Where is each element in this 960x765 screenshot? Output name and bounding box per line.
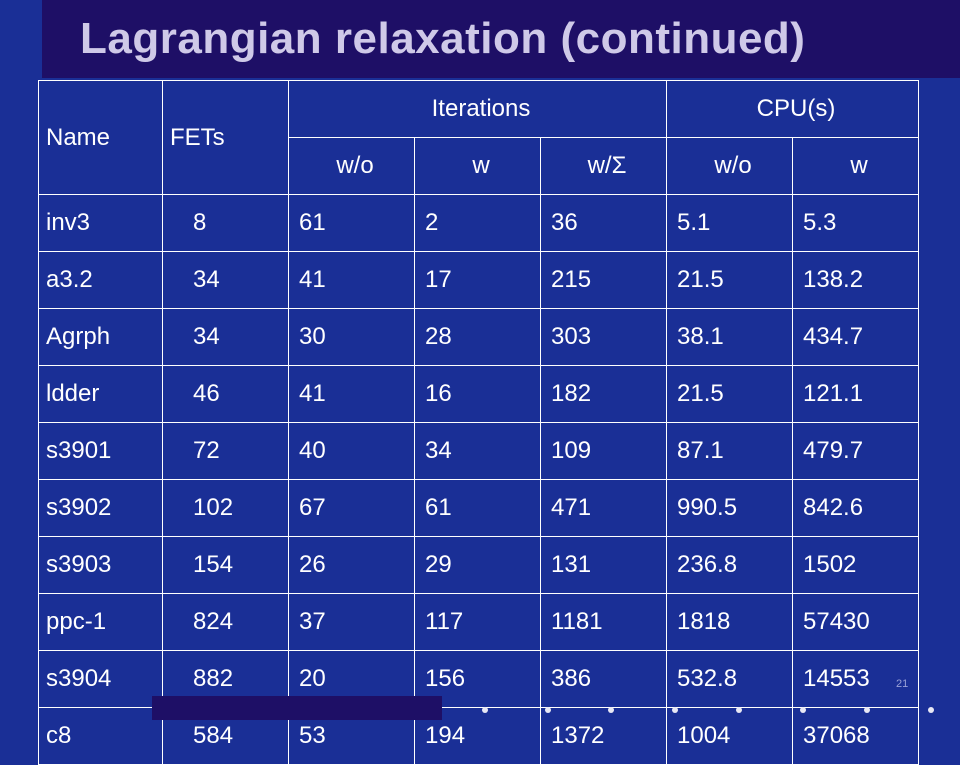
cell-name: ldder xyxy=(38,365,163,423)
cell-fets: 154 xyxy=(162,536,289,594)
table-row: inv3 8 61 2 36 5.1 5.3 xyxy=(38,194,919,252)
subheader-cpu-without: w/o xyxy=(666,137,793,195)
cell-cpu-with: 138.2 xyxy=(792,251,919,309)
cell-iterations-with-sigma: 1372 xyxy=(540,707,667,765)
cell-cpu-with: 842.6 xyxy=(792,479,919,537)
cell-iterations-with: 16 xyxy=(414,365,541,423)
subheader-iterations-without: w/o xyxy=(288,137,415,195)
cell-cpu-with: 1502 xyxy=(792,536,919,594)
cell-iterations-with-sigma: 131 xyxy=(540,536,667,594)
cell-name: ppc-1 xyxy=(38,593,163,651)
cell-cpu-without: 1004 xyxy=(666,707,793,765)
cell-name: Agrph xyxy=(38,308,163,366)
cell-name: a3.2 xyxy=(38,251,163,309)
header-fets: FETs xyxy=(162,80,289,195)
results-table: Name FETs Iterations CPU(s) w/o w w/Σ w/… xyxy=(38,80,919,765)
table-row: a3.2 34 41 17 215 21.5 138.2 xyxy=(38,251,919,309)
cell-fets: 824 xyxy=(162,593,289,651)
cell-cpu-with: 5.3 xyxy=(792,194,919,252)
cell-name: inv3 xyxy=(38,194,163,252)
cell-iterations-without: 61 xyxy=(288,194,415,252)
header-cpu: CPU(s) xyxy=(666,80,919,138)
header-iterations: Iterations xyxy=(288,80,667,138)
cell-fets: 8 xyxy=(162,194,289,252)
cell-fets: 102 xyxy=(162,479,289,537)
cell-cpu-without: 532.8 xyxy=(666,650,793,708)
table-row: ldder 46 41 16 182 21.5 121.1 xyxy=(38,365,919,423)
table-row: ppc-1 824 37 117 1181 1818 57430 xyxy=(38,593,919,651)
cell-iterations-with-sigma: 1181 xyxy=(540,593,667,651)
cell-name: s3902 xyxy=(38,479,163,537)
cell-cpu-without: 236.8 xyxy=(666,536,793,594)
cell-iterations-with-sigma: 386 xyxy=(540,650,667,708)
cell-iterations-without: 41 xyxy=(288,365,415,423)
subheader-cpu-with: w xyxy=(792,137,919,195)
cell-name: s3904 xyxy=(38,650,163,708)
table-row: s3902 102 67 61 471 990.5 842.6 xyxy=(38,479,919,537)
cell-fets: 34 xyxy=(162,308,289,366)
cell-cpu-with: 57430 xyxy=(792,593,919,651)
cell-iterations-with-sigma: 303 xyxy=(540,308,667,366)
cell-cpu-without: 21.5 xyxy=(666,251,793,309)
cell-iterations-without: 41 xyxy=(288,251,415,309)
title-band xyxy=(42,0,960,78)
cell-name: c8 xyxy=(38,707,163,765)
cell-fets: 34 xyxy=(162,251,289,309)
cell-cpu-without: 5.1 xyxy=(666,194,793,252)
subheader-iterations-with-sigma: w/Σ xyxy=(540,137,667,195)
cell-iterations-with-sigma: 471 xyxy=(540,479,667,537)
cell-iterations-with-sigma: 215 xyxy=(540,251,667,309)
cell-fets: 46 xyxy=(162,365,289,423)
cell-iterations-with: 17 xyxy=(414,251,541,309)
cell-iterations-with: 34 xyxy=(414,422,541,480)
cell-cpu-with: 14553 xyxy=(792,650,919,708)
header-name: Name xyxy=(38,80,163,195)
bottom-band xyxy=(152,696,442,720)
decorative-dot xyxy=(928,707,934,713)
slide-number: 21 xyxy=(896,678,909,690)
table-header-row: Name FETs Iterations CPU(s) xyxy=(38,80,919,195)
cell-iterations-with: 61 xyxy=(414,479,541,537)
cell-cpu-with: 121.1 xyxy=(792,365,919,423)
table-row: s3901 72 40 34 109 87.1 479.7 xyxy=(38,422,919,480)
cell-iterations-without: 40 xyxy=(288,422,415,480)
subheader-iterations-with: w xyxy=(414,137,541,195)
cell-iterations-without: 37 xyxy=(288,593,415,651)
cell-cpu-without: 38.1 xyxy=(666,308,793,366)
cell-name: s3901 xyxy=(38,422,163,480)
cell-iterations-with: 2 xyxy=(414,194,541,252)
cell-iterations-without: 30 xyxy=(288,308,415,366)
cell-cpu-without: 1818 xyxy=(666,593,793,651)
cell-iterations-with: 28 xyxy=(414,308,541,366)
cell-fets: 72 xyxy=(162,422,289,480)
cell-cpu-without: 990.5 xyxy=(666,479,793,537)
cell-cpu-with: 434.7 xyxy=(792,308,919,366)
cell-iterations-with: 29 xyxy=(414,536,541,594)
cell-cpu-with: 479.7 xyxy=(792,422,919,480)
cell-iterations-with-sigma: 182 xyxy=(540,365,667,423)
cell-cpu-with: 37068 xyxy=(792,707,919,765)
cell-cpu-without: 87.1 xyxy=(666,422,793,480)
table-row: s3903 154 26 29 131 236.8 1502 xyxy=(38,536,919,594)
cell-cpu-without: 21.5 xyxy=(666,365,793,423)
cell-iterations-with-sigma: 36 xyxy=(540,194,667,252)
slide-title: Lagrangian relaxation (continued) xyxy=(80,14,806,63)
cell-name: s3903 xyxy=(38,536,163,594)
table-row: Agrph 34 30 28 303 38.1 434.7 xyxy=(38,308,919,366)
cell-iterations-with-sigma: 109 xyxy=(540,422,667,480)
cell-iterations-with: 117 xyxy=(414,593,541,651)
cell-iterations-without: 26 xyxy=(288,536,415,594)
cell-iterations-without: 67 xyxy=(288,479,415,537)
